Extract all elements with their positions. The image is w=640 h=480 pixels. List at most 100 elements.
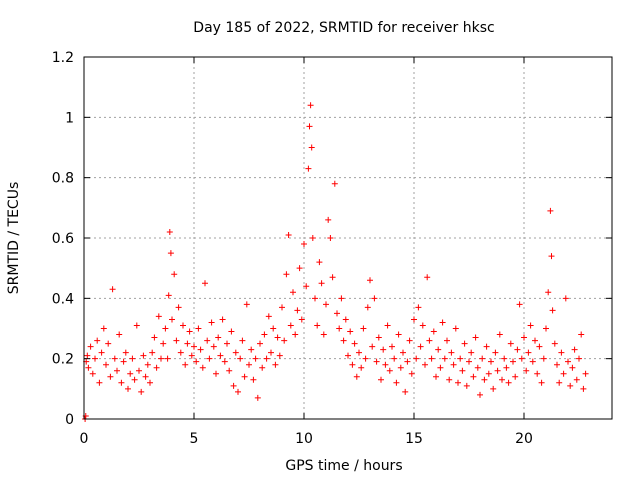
data-point: [257, 340, 263, 347]
data-point: [367, 277, 373, 284]
data-point: [285, 231, 292, 238]
data-point: [532, 337, 538, 344]
data-point: [345, 352, 351, 359]
data-point: [270, 325, 277, 332]
data-point: [151, 334, 158, 341]
data-point: [571, 346, 578, 353]
data-point: [534, 370, 541, 377]
data-point: [202, 280, 208, 287]
data-point: [241, 373, 248, 380]
data-point: [391, 355, 398, 362]
data-point: [543, 325, 549, 332]
data-point: [272, 361, 279, 368]
data-point: [188, 352, 195, 359]
data-point: [494, 367, 501, 374]
data-point: [430, 328, 437, 335]
data-point: [122, 349, 129, 356]
data-point: [307, 102, 314, 109]
data-points: [82, 102, 589, 422]
data-point: [85, 364, 92, 371]
data-point: [246, 361, 252, 368]
data-point: [173, 337, 180, 344]
data-point: [169, 316, 175, 323]
data-point: [485, 370, 492, 377]
y-tick-label: 0.6: [52, 231, 74, 247]
data-point: [142, 373, 149, 380]
data-point: [239, 337, 246, 344]
data-point: [316, 259, 323, 266]
data-point: [334, 310, 340, 317]
data-point: [114, 367, 120, 374]
data-point: [419, 322, 426, 329]
data-point: [195, 325, 202, 332]
data-point: [578, 331, 585, 338]
data-point: [92, 355, 98, 362]
data-point: [547, 207, 554, 214]
data-point: [120, 358, 127, 365]
data-point: [206, 355, 213, 362]
data-point: [356, 349, 362, 356]
data-point: [182, 361, 189, 368]
data-point: [320, 331, 327, 338]
data-point: [215, 334, 222, 341]
data-point: [175, 304, 182, 311]
data-point: [107, 373, 114, 380]
data-point: [452, 325, 459, 332]
data-point: [263, 355, 270, 362]
data-point: [193, 358, 200, 365]
data-point: [138, 388, 145, 395]
data-point: [512, 373, 519, 380]
data-point: [301, 241, 307, 248]
y-tick-label: 0.4: [52, 291, 74, 307]
data-point: [556, 379, 563, 386]
data-point: [219, 316, 226, 323]
data-point: [378, 376, 384, 383]
data-point: [165, 292, 172, 299]
data-point: [217, 352, 224, 359]
data-point: [186, 328, 193, 335]
data-point: [281, 337, 288, 344]
data-point: [545, 289, 552, 296]
data-point: [395, 331, 402, 338]
data-point: [171, 271, 178, 278]
data-point: [224, 340, 230, 347]
data-point: [351, 340, 358, 347]
data-point: [303, 283, 310, 290]
data-point: [312, 295, 318, 302]
data-point: [389, 343, 395, 350]
data-point: [448, 349, 455, 356]
data-point: [235, 388, 241, 395]
data-point: [562, 295, 569, 302]
data-point: [380, 346, 387, 353]
data-point: [290, 289, 296, 296]
data-point: [347, 328, 354, 335]
data-point: [336, 325, 343, 332]
data-point: [518, 355, 525, 362]
data-point: [400, 349, 406, 356]
data-point: [428, 355, 435, 362]
data-point: [109, 286, 116, 293]
data-point: [230, 382, 237, 389]
data-point: [549, 307, 556, 314]
data-point: [184, 340, 191, 347]
data-point: [149, 349, 156, 356]
data-point: [457, 355, 464, 362]
data-point: [261, 331, 268, 338]
data-point: [529, 358, 536, 365]
data-point: [446, 376, 453, 383]
data-point: [364, 304, 371, 311]
data-point: [569, 364, 576, 371]
data-point: [116, 331, 123, 338]
data-point: [105, 340, 112, 347]
data-point: [153, 364, 160, 371]
data-point: [411, 316, 417, 323]
data-point: [521, 334, 527, 341]
data-point: [340, 337, 347, 344]
data-point: [265, 313, 272, 320]
data-point: [408, 370, 415, 377]
data-point: [111, 355, 118, 362]
data-point: [327, 235, 334, 241]
data-point: [459, 367, 466, 374]
data-point: [276, 352, 283, 359]
